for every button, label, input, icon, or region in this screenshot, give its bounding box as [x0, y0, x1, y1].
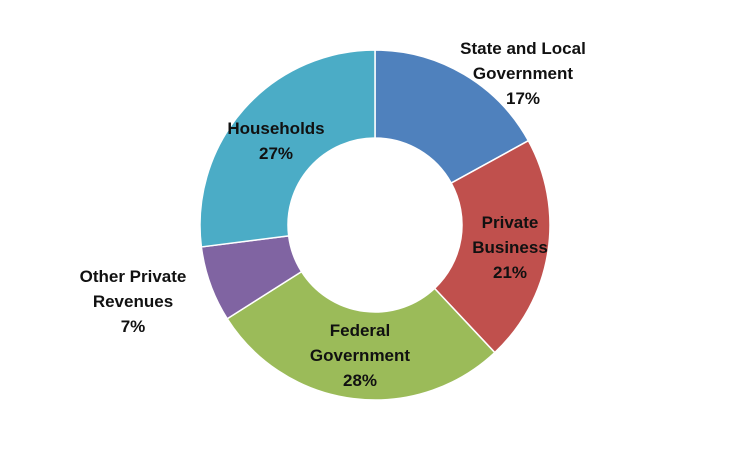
data-label: Federal Government 28% — [295, 318, 425, 393]
value-label: 17% — [505, 89, 541, 108]
donut-segment — [374, 49, 530, 185]
value-label: 7% — [120, 317, 146, 336]
category-label: Other Private Revenues — [79, 267, 187, 311]
value-label: 27% — [258, 144, 294, 163]
data-label: Households 27% — [206, 116, 346, 166]
donut-segment — [226, 270, 496, 401]
category-label: State and Local Government — [460, 39, 586, 83]
data-label: Other Private Revenues 7% — [71, 264, 196, 339]
donut-segment — [199, 49, 376, 248]
value-label: 21% — [492, 263, 528, 282]
data-label: State and Local Government 17% — [448, 36, 598, 111]
category-label: Households — [227, 119, 325, 138]
value-label: 28% — [342, 371, 378, 390]
category-label: Private Business — [472, 213, 548, 257]
donut-segment — [433, 139, 551, 354]
data-label: Private Business 21% — [465, 210, 555, 285]
category-label: Federal Government — [309, 321, 411, 365]
